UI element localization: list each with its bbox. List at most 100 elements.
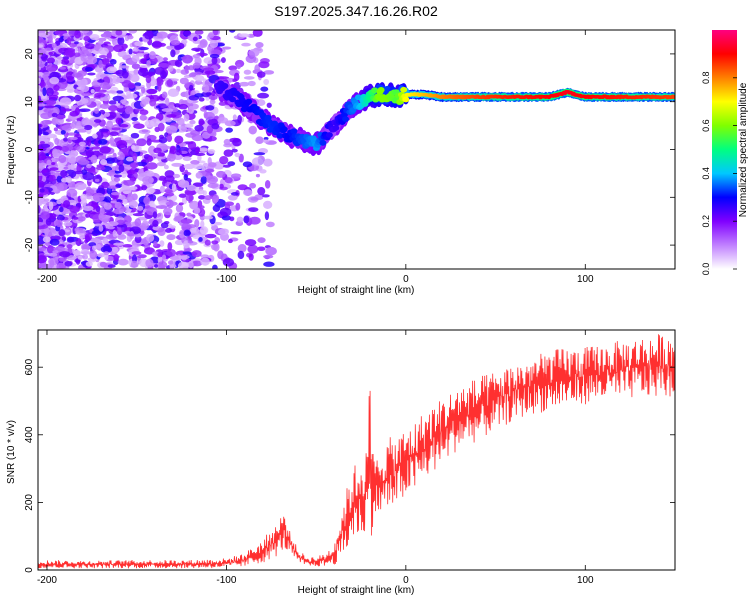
heatmap-noise-blob: [76, 164, 82, 173]
heatmap-noise-blob: [157, 213, 162, 217]
heatmap-noise-blob: [211, 110, 217, 114]
heatmap-noise-blob: [171, 183, 176, 192]
heatmap-noise-blob: [48, 174, 56, 182]
heatmap-noise-blob: [74, 125, 85, 129]
heatmap-noise-blob: [200, 176, 207, 185]
heatmap-noise-blob: [131, 63, 141, 70]
heatmap-noise-blob: [212, 195, 218, 204]
heatmap-noise-blob: [74, 41, 79, 45]
heatmap-noise-blob: [167, 260, 174, 265]
heatmap-noise-blob: [169, 225, 176, 229]
heatmap-noise-blob: [86, 188, 95, 196]
heatmap-noise-blob: [187, 140, 197, 150]
heatmap-signal-cell: [402, 96, 410, 103]
heatmap-noise-blob: [219, 183, 224, 189]
heatmap-noise-blob: [56, 199, 62, 205]
heatmap-noise-blob: [261, 194, 270, 198]
heatmap-noise-blob: [265, 246, 277, 256]
heatmap-noise-blob: [236, 216, 244, 223]
heatmap-noise-blob: [109, 131, 119, 137]
heatmap-noise-blob: [55, 115, 66, 119]
heatmap-noise-blob: [212, 204, 221, 212]
heatmap-noise-blob: [122, 243, 133, 248]
heatmap-noise-blob: [163, 192, 175, 197]
heatmap-noise-blob: [222, 257, 235, 267]
heatmap-noise-blob: [156, 31, 168, 39]
heatmap-noise-blob: [243, 76, 255, 80]
heatmap-noise-blob: [59, 66, 67, 70]
heatmap-noise-blob: [157, 82, 162, 92]
heatmap-noise-blob: [38, 180, 45, 188]
snr-x-axis-label: Height of straight line (km): [298, 585, 415, 596]
heatmap-noise-blob: [130, 132, 140, 139]
heatmap-noise-blob: [209, 53, 220, 59]
heatmap-noise-blob: [147, 155, 154, 163]
heatmap-noise-blob: [76, 145, 86, 153]
heatmap-noise-blob: [159, 185, 165, 194]
heatmap-noise-blob: [59, 251, 71, 258]
heatmap-noise-blob: [133, 68, 140, 76]
heatmap-noise-blob: [64, 260, 73, 267]
heatmap-noise-blob: [254, 64, 260, 73]
heatmap-noise-blob: [139, 114, 147, 121]
heatmap-noise-blob: [113, 174, 122, 178]
y-tick-label: -20: [24, 237, 35, 252]
heatmap-noise-blob: [148, 145, 156, 155]
heatmap-noise-blob: [48, 94, 59, 100]
heatmap-noise-blob: [165, 125, 178, 134]
heatmap-noise-blob: [166, 114, 177, 118]
heatmap-noise-blob: [38, 129, 43, 136]
y-tick-label: 0: [24, 146, 35, 152]
heatmap-noise-blob: [167, 88, 179, 97]
heatmap-noise-blob: [134, 218, 142, 227]
heatmap-noise-blob: [172, 173, 181, 179]
heatmap-noise-blob: [116, 199, 123, 203]
heatmap-noise-blob: [92, 123, 98, 128]
heatmap-noise-blob: [156, 161, 166, 167]
heatmap-noise-blob: [170, 39, 181, 46]
heatmap-noise-blob: [187, 105, 195, 115]
heatmap-signal-cell: [229, 96, 237, 103]
heatmap-noise-blob: [157, 227, 166, 236]
heatmap-noise-blob: [42, 87, 47, 97]
heatmap-noise-blob: [62, 200, 71, 208]
heatmap-noise-blob: [255, 173, 260, 178]
heatmap-noise-blob: [259, 169, 267, 174]
heatmap-signal-cell: [342, 116, 350, 122]
heatmap-noise-blob: [56, 215, 65, 221]
heatmap-noise-blob: [93, 119, 102, 123]
heatmap-noise-blob: [77, 255, 83, 260]
heatmap-noise-blob: [157, 122, 165, 132]
heatmap-noise-blob: [233, 72, 240, 82]
heatmap-noise-blob: [85, 150, 95, 158]
x-tick-label: -200: [37, 274, 57, 285]
heatmap-noise-blob: [130, 74, 140, 83]
heatmap-noise-blob: [194, 93, 204, 98]
heatmap-noise-blob: [201, 131, 211, 139]
heatmap-noise-blob: [48, 51, 54, 56]
heatmap-noise-blob: [133, 123, 145, 129]
heatmap-noise-blob: [113, 208, 125, 215]
heatmap-noise-blob: [159, 145, 171, 150]
heatmap-noise-blob: [142, 175, 154, 185]
heatmap-noise-blob: [234, 152, 241, 158]
heatmap-noise-blob: [61, 177, 69, 183]
heatmap-noise-blob: [87, 72, 96, 76]
heatmap-noise-blob: [141, 129, 149, 133]
heatmap-noise-blob: [178, 202, 184, 206]
y-tick-label: 10: [24, 96, 35, 108]
heatmap-noise-blob: [164, 118, 173, 123]
y-tick-label: 600: [24, 358, 35, 375]
heatmap-noise-blob: [131, 54, 140, 63]
heatmap-noise-blob: [69, 156, 76, 166]
heatmap-noise-blob: [157, 261, 168, 269]
heatmap-noise-blob: [257, 237, 266, 243]
heatmap-noise-blob: [77, 216, 86, 222]
heatmap-noise-blob: [49, 238, 60, 246]
heatmap-noise-blob: [97, 155, 107, 161]
heatmap-noise-blob: [115, 69, 125, 77]
heatmap-noise-blob: [158, 175, 167, 181]
heatmap-noise-blob: [140, 58, 148, 64]
heatmap-noise-blob: [167, 64, 174, 72]
heatmap-noise-blob: [60, 129, 66, 135]
